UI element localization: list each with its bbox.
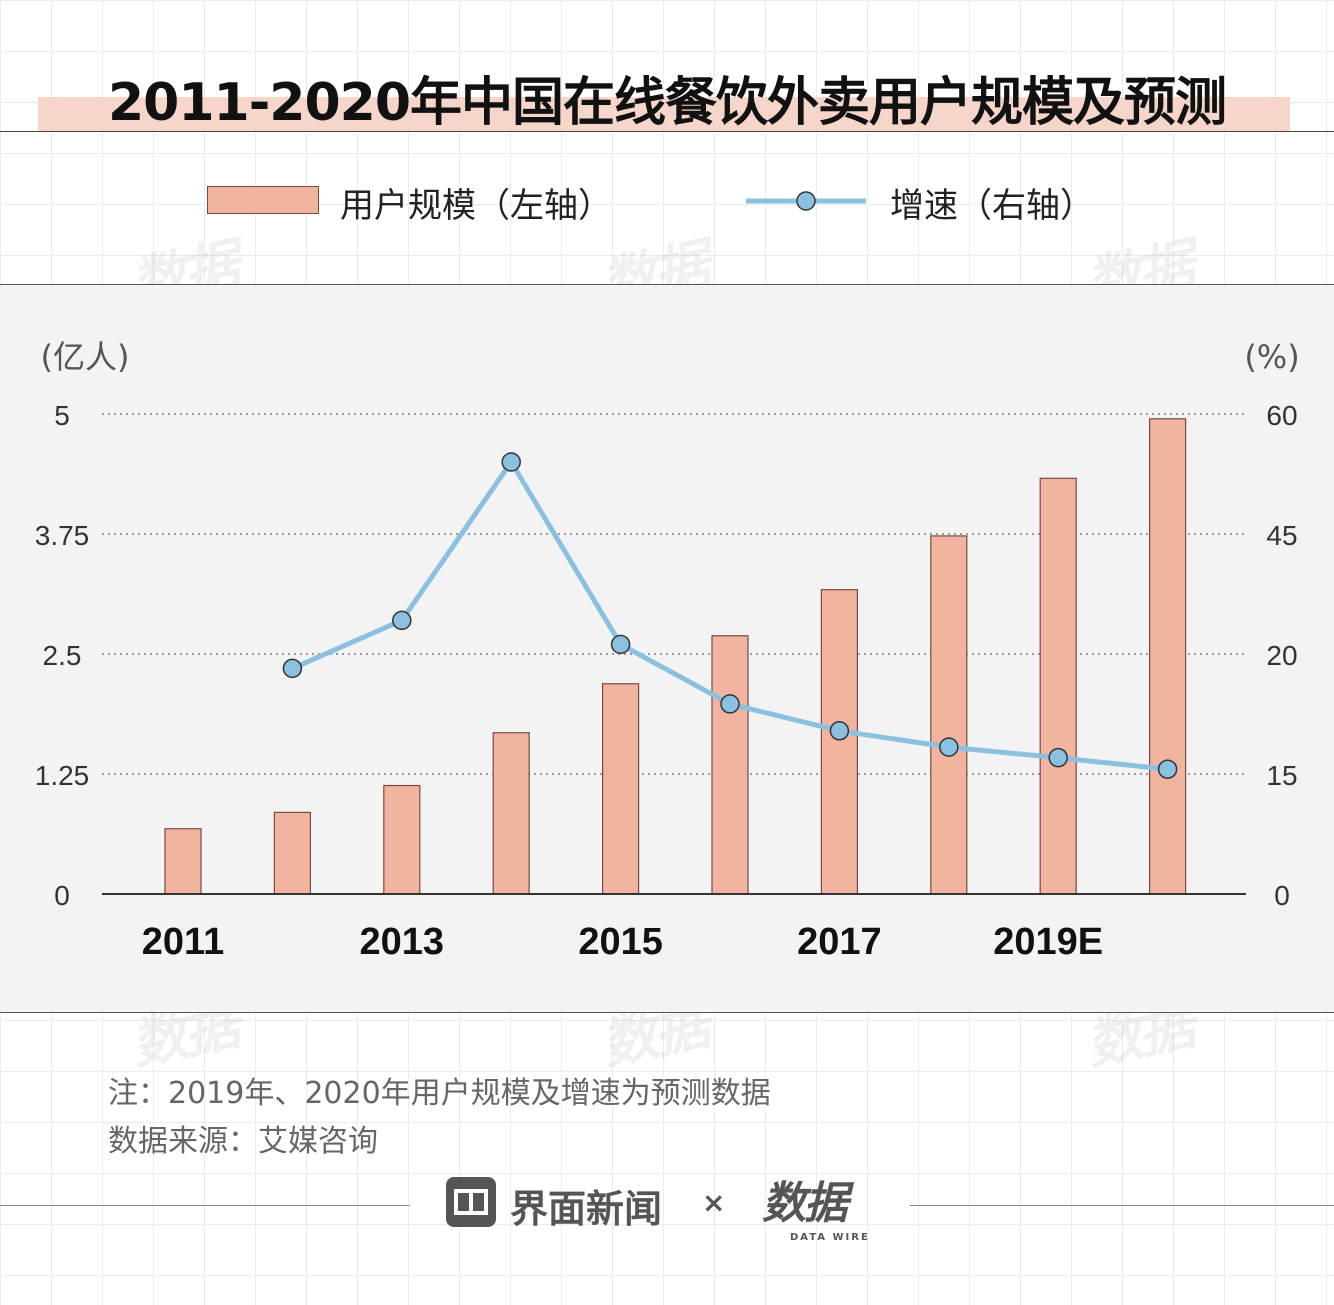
y-right-tick-label: 0 [1274, 880, 1290, 911]
bar [273, 811, 311, 895]
legend-line-swatch [746, 191, 866, 211]
growth-point [829, 721, 850, 741]
jiemian-logo-icon [446, 1177, 496, 1227]
bar [711, 635, 749, 895]
chart: 0 1.25 2.5 3.75 5 0 15 20 45 60 (亿人) (%) 2011 2013 201… [35, 338, 1300, 963]
bar [492, 732, 530, 895]
y-left-tick-label: 3.75 [35, 520, 90, 551]
title-divider [0, 131, 1334, 132]
source-note: 数据来源：艾媒咨询 [108, 1124, 378, 1159]
legend-bar-label: 用户规模（左轴） [340, 186, 612, 226]
footer-divider-left [0, 1205, 410, 1206]
x-tick-label: 2011 [142, 921, 224, 963]
x-tick-label: 2013 [360, 921, 445, 963]
footnote: 注：2019年、2020年用户规模及增速为预测数据 [108, 1076, 771, 1111]
chart-title: 2011-2020年中国在线餐饮外卖用户规模及预测 [107, 73, 1227, 133]
growth-point [1157, 759, 1178, 779]
growth-point [1048, 747, 1068, 768]
footer-divider-right [910, 1205, 1334, 1206]
bar [383, 784, 421, 895]
legend-line-label: 增速（右轴） [890, 186, 1094, 226]
y-left-tick-label: 2.5 [43, 640, 82, 671]
growth-point [720, 694, 740, 714]
y-right-tick-label: 15 [1266, 760, 1297, 791]
growth-point [501, 452, 521, 472]
jiemian-logo-text: 界面新闻 [510, 1187, 663, 1231]
y-left-tick-label: 5 [54, 400, 70, 431]
bar [1039, 477, 1077, 895]
x-tick-label: 2019E [993, 921, 1103, 963]
growth-point [610, 634, 631, 655]
y-right-tick-label: 20 [1266, 640, 1297, 671]
growth-point [939, 737, 959, 757]
bar [1148, 418, 1187, 895]
bar [164, 828, 202, 895]
collab-times-symbol: × [702, 1186, 726, 1219]
plot-panel [0, 284, 1334, 1013]
bar [601, 683, 640, 895]
bar [820, 589, 859, 895]
y-right-tick-label: 60 [1266, 400, 1297, 431]
y-left-tick-label: 0 [54, 880, 70, 911]
bar [930, 535, 968, 895]
growth-point [392, 610, 412, 631]
legend-bar-swatch [207, 186, 319, 214]
datawire-logo-subtitle: DATA WIRE [790, 1232, 870, 1243]
y-left-axis-label: (亿人) [41, 338, 130, 376]
x-tick-label: 2017 [797, 921, 882, 963]
y-right-axis-label: (%) [1244, 338, 1299, 376]
datawire-logo: 数据 [762, 1178, 848, 1229]
x-tick-label: 2015 [578, 921, 663, 963]
y-right-tick-label: 45 [1266, 520, 1297, 551]
growth-point [282, 658, 303, 679]
title-highlight-band [38, 97, 1290, 131]
y-left-tick-label: 1.25 [35, 760, 90, 791]
